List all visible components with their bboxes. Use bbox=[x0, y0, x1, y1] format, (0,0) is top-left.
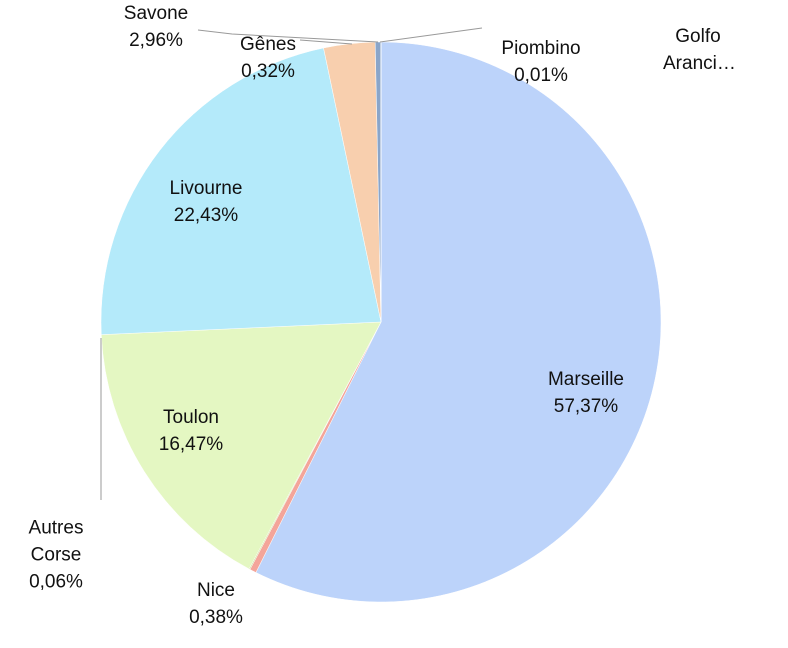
value-label: 0,38% bbox=[189, 607, 243, 628]
leader-line bbox=[197, 29, 379, 43]
value-label: 22,43% bbox=[173, 205, 239, 226]
pie-slice bbox=[101, 321, 382, 570]
category-label: Toulon bbox=[163, 407, 219, 428]
category-label: Nice bbox=[196, 580, 235, 601]
data-label: Piombino 0,01% bbox=[491, 35, 591, 89]
category-label: Marseille bbox=[547, 369, 625, 390]
value-label: 2,96% bbox=[129, 30, 183, 51]
category-label: Savone bbox=[123, 3, 189, 24]
data-label: Marseille 57,37% bbox=[526, 366, 646, 420]
leader-line bbox=[299, 39, 353, 45]
data-label: Nice 0,38% bbox=[176, 577, 256, 631]
category-label: Gênes bbox=[240, 34, 296, 55]
data-label: Golfo Aranci… bbox=[663, 23, 736, 77]
value-label: 57,37% bbox=[553, 396, 619, 417]
leader-line bbox=[379, 27, 483, 43]
data-label: Autres Corse 0,06% bbox=[21, 515, 91, 596]
value-label: 0,32% bbox=[241, 61, 295, 82]
value-label: 0,01% bbox=[514, 65, 568, 86]
value-label: 0,06% bbox=[29, 571, 83, 593]
category-label: Autres Corse bbox=[28, 517, 84, 566]
data-label: Livourne 22,43% bbox=[156, 175, 256, 229]
category-label: Golfo Aranci… bbox=[663, 26, 736, 74]
data-label: Gênes 0,32% bbox=[228, 31, 308, 85]
category-label: Piombino bbox=[501, 38, 581, 59]
category-label: Livourne bbox=[169, 178, 243, 199]
data-label: Savone 2,96% bbox=[111, 0, 201, 54]
value-label: 16,47% bbox=[158, 434, 224, 455]
pie-slice bbox=[255, 41, 662, 603]
pie-slice bbox=[100, 47, 382, 335]
data-label: Toulon 16,47% bbox=[141, 404, 241, 458]
